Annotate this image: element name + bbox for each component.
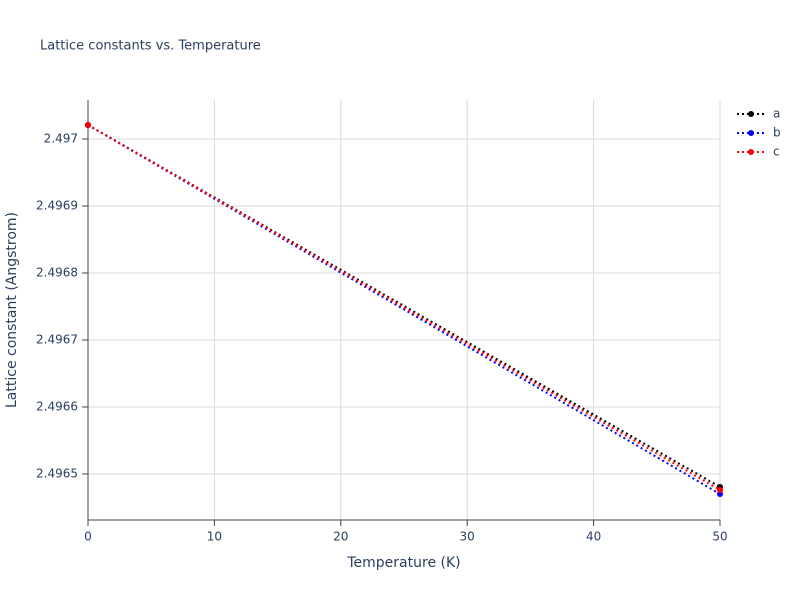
legend-marker bbox=[748, 111, 754, 117]
y-tick-label: 2.4966 bbox=[36, 399, 78, 413]
y-tick-label: 2.4967 bbox=[36, 332, 78, 346]
x-tick-label: 0 bbox=[84, 530, 92, 544]
legend-label: b bbox=[773, 126, 781, 140]
x-axis-label: Temperature (K) bbox=[346, 555, 460, 571]
y-tick-label: 2.497 bbox=[44, 131, 78, 145]
point bbox=[85, 121, 91, 128]
x-tick-label: 30 bbox=[460, 530, 475, 544]
x-tick-label: 10 bbox=[207, 530, 222, 544]
y-axis-label: Lattice constant (Angstrom) bbox=[4, 212, 20, 408]
legend-label: c bbox=[773, 145, 780, 159]
point bbox=[717, 486, 723, 493]
legend-label: a bbox=[773, 107, 780, 121]
legend-marker bbox=[748, 130, 754, 136]
y-tick-label: 2.4969 bbox=[36, 198, 78, 212]
y-tick-label: 2.4968 bbox=[36, 265, 78, 279]
legend-marker bbox=[748, 149, 754, 155]
chart-title: Lattice constants vs. Temperature bbox=[40, 39, 261, 54]
x-tick-label: 20 bbox=[333, 530, 348, 544]
series-line bbox=[87, 124, 721, 488]
x-tick-label: 40 bbox=[586, 530, 601, 544]
y-tick-label: 2.4965 bbox=[36, 466, 78, 480]
series-line bbox=[87, 124, 721, 491]
x-tick-label: 50 bbox=[712, 530, 727, 544]
series-line bbox=[87, 124, 721, 495]
